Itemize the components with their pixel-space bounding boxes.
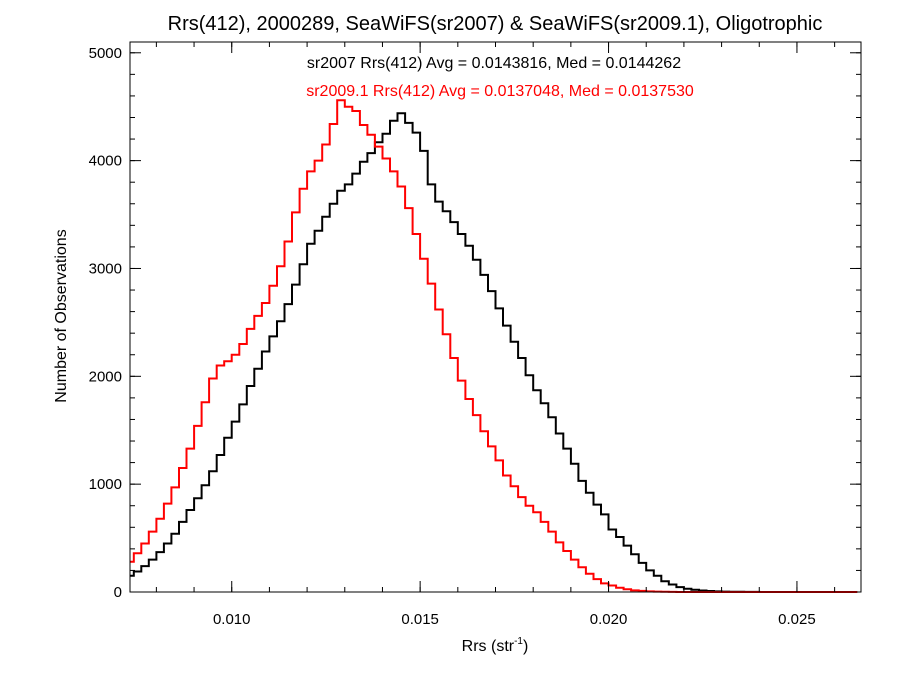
y-tick-label: 4000 <box>89 153 122 170</box>
series-sr2007-line <box>130 112 858 593</box>
annotation-sr2009-1: sr2009.1 Rrs(412) Avg = 0.0137048, Med =… <box>306 83 694 100</box>
x-tick-label: 0.020 <box>590 611 628 628</box>
x-axis-ticks: 0.010 0.015 0.020 0.025 <box>155 42 836 628</box>
x-tick-label: 0.015 <box>401 611 439 628</box>
x-axis-label-main: Rrs (str <box>462 638 515 655</box>
y-tick-label: 3000 <box>89 260 122 277</box>
y-tick-label: 1000 <box>89 476 122 493</box>
series-sr2009-1-line <box>130 99 858 593</box>
y-tick-label: 0 <box>114 584 122 601</box>
y-axis-ticks: 0 1000 2000 3000 4000 5000 <box>89 45 861 601</box>
y-tick-label: 5000 <box>89 45 122 62</box>
x-tick-label: 0.025 <box>778 611 816 628</box>
plot-frame <box>129 41 862 593</box>
annotation-sr2007: sr2007 Rrs(412) Avg = 0.0143816, Med = 0… <box>307 55 681 72</box>
x-axis-label: Rrs (str-1) <box>462 636 529 655</box>
x-axis-label-sup: -1 <box>514 636 523 647</box>
y-tick-label: 2000 <box>89 368 122 385</box>
x-axis-label-tail: ) <box>523 638 528 655</box>
y-axis-label: Number of Observations <box>53 229 70 402</box>
chart-title: Rrs(412), 2000289, SeaWiFS(sr2007) & Sea… <box>168 13 823 35</box>
x-tick-label: 0.010 <box>213 611 251 628</box>
series-layer <box>130 99 858 593</box>
